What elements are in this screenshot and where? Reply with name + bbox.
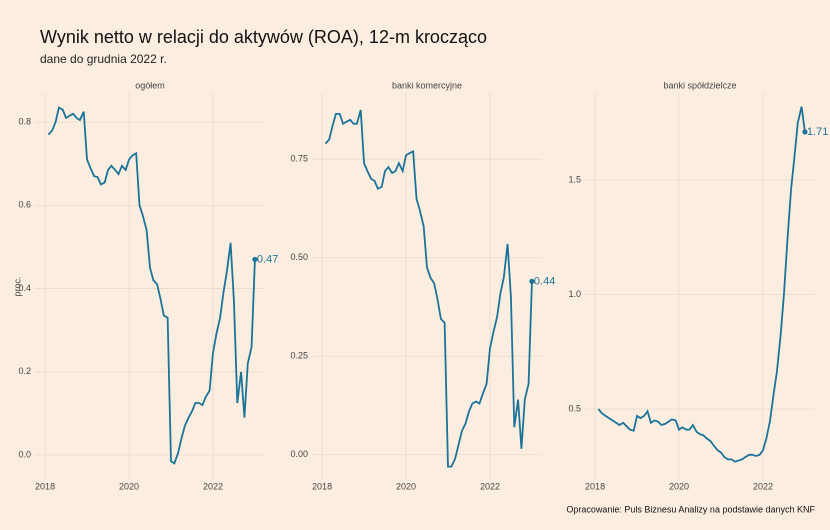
line: [324, 109, 533, 468]
panel-title: banki spółdzielcze: [663, 80, 736, 90]
value-label: 0.44: [534, 275, 555, 287]
panel-title: banki komercyjne: [392, 80, 462, 90]
value-label: 0.47: [257, 253, 278, 265]
y-tick-label: 0.5: [568, 403, 581, 413]
y-tick-label: 0.25: [290, 351, 308, 361]
y-tick-label: 0.00: [290, 449, 308, 459]
y-tick-label: 1.5: [568, 174, 581, 184]
x-tick-label: 2020: [119, 481, 139, 491]
line: [597, 106, 806, 463]
x-tick-label: 2018: [312, 481, 332, 491]
x-tick-label: 2018: [35, 481, 55, 491]
chart-subtitle: dane do grudnia 2022 r.: [40, 52, 167, 66]
x-tick-label: 2020: [669, 481, 689, 491]
y-tick-label: 0.50: [290, 252, 308, 262]
end-point: [529, 278, 535, 284]
panel-title: ogółem: [135, 80, 165, 90]
y-tick-label: 0.8: [18, 117, 31, 127]
end-point: [802, 129, 808, 135]
value-label: 1.71: [807, 126, 828, 138]
y-tick-label: 0.75: [290, 154, 308, 164]
caption: Opracowanie: Puls Biznesu Analizy na pod…: [566, 504, 815, 514]
x-tick-label: 2020: [396, 481, 416, 491]
end-point: [252, 256, 258, 263]
x-tick-label: 2022: [203, 481, 223, 491]
x-tick-label: 2022: [480, 481, 500, 491]
y-tick-label: 1.0: [568, 289, 581, 299]
y-tick-label: 0.4: [18, 283, 31, 293]
y-tick-label: 0.6: [18, 200, 31, 210]
y-tick-label: 0.2: [18, 366, 31, 376]
y-tick-label: 0.0: [18, 449, 31, 459]
line: [47, 106, 256, 465]
x-tick-label: 2018: [585, 481, 605, 491]
y-axis-label: proc.: [12, 276, 22, 296]
x-tick-label: 2022: [753, 481, 773, 491]
chart-title: Wynik netto w relacji do aktywów (ROA), …: [40, 27, 487, 47]
